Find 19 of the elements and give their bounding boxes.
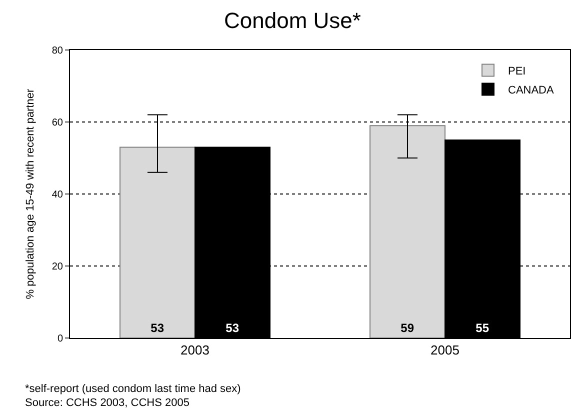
- bar: [370, 125, 446, 338]
- data-label: 53: [226, 321, 240, 335]
- data-label: 59: [400, 321, 414, 335]
- chart-title: Condom Use*: [224, 8, 362, 33]
- y-tick-label: 80: [52, 46, 64, 56]
- x-tick-label: 2003: [180, 342, 210, 358]
- y-tick-label: 40: [52, 190, 64, 200]
- y-tick-label: 20: [52, 262, 64, 272]
- legend-label: CANADA: [508, 84, 555, 97]
- x-tick-label: 2005: [430, 342, 460, 358]
- legend-label: PEI: [508, 66, 526, 78]
- y-tick-label: 0: [57, 334, 64, 344]
- y-axis-title: % population age 15-49 with recent partner: [24, 88, 37, 300]
- bar: [120, 146, 196, 338]
- data-label: 55: [476, 321, 490, 335]
- y-tick-label: 60: [52, 118, 64, 128]
- data-label: 53: [150, 321, 164, 335]
- source-note: Source: CCHS 2003, CCHS 2005: [25, 397, 190, 409]
- text: *self-report (used condom last time had sex): [25, 383, 241, 395]
